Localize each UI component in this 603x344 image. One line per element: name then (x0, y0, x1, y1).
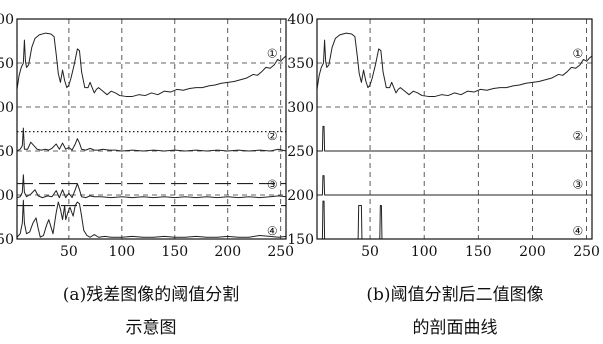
series-marker-label: ② (267, 129, 278, 143)
y-tick-label: 200 (287, 188, 314, 204)
x-tick-label: 100 (411, 244, 438, 260)
plot-frame (16, 18, 287, 240)
y-tick-label: 400 (0, 12, 14, 28)
x-tick-label: 50 (361, 244, 379, 260)
y-tick-label: 150 (287, 232, 314, 248)
x-tick-label: 100 (108, 244, 135, 260)
series-line-original (16, 32, 287, 97)
x-tick-label: 150 (161, 244, 188, 260)
y-tick-label: 200 (0, 188, 14, 204)
series-marker-label: ④ (267, 224, 278, 238)
series-marker-label: ③ (573, 178, 584, 192)
x-tick-label: 200 (214, 244, 241, 260)
y-tick-label: 300 (0, 100, 14, 116)
y-tick-label: 300 (287, 100, 314, 116)
series-marker-label: ① (573, 46, 584, 60)
caption-line-2: 示意图 (126, 318, 177, 338)
series-line-binary_a (317, 125, 592, 152)
series-line-original (316, 32, 593, 97)
series-line-residual (16, 127, 287, 152)
series-marker-label: ③ (267, 178, 278, 192)
series-line-residual_lower (16, 174, 287, 199)
y-tick-label: 400 (287, 12, 314, 28)
plot-frame (316, 18, 593, 240)
caption-line-1: (b)阈值分割后二值图像 (366, 285, 543, 305)
series-marker-label: ④ (573, 224, 584, 238)
series-line-binary_c (317, 200, 592, 240)
y-tick-label: 250 (0, 144, 14, 160)
caption-line-1: (a)残差图像的阈值分割 (63, 285, 239, 305)
caption-line-2: 的剖面曲线 (413, 318, 498, 338)
series-marker-label: ② (573, 129, 584, 143)
y-tick-label: 250 (287, 144, 314, 160)
y-tick-label: 350 (0, 56, 14, 72)
x-tick-label: 50 (60, 244, 78, 260)
x-tick-label: 250 (573, 244, 600, 260)
x-tick-label: 200 (519, 244, 546, 260)
panel-b: 150 200 250 300 350 400 50 100 150 200 250 ① ② ③ ④ (b)阈… (287, 12, 600, 338)
series-marker-label: ① (267, 46, 278, 60)
x-tick-label: 250 (267, 244, 294, 260)
x-tick-label: 150 (465, 244, 492, 260)
y-tick-label: 350 (287, 56, 314, 72)
series-line-binary_b (317, 175, 592, 196)
series-line-residual_bottom (16, 199, 287, 238)
panel-a: 150 200 250 300 350 400 50 100 150 200 250 ① ② ③ ④ (a)残… (0, 12, 294, 338)
y-tick-label: 150 (0, 232, 14, 248)
